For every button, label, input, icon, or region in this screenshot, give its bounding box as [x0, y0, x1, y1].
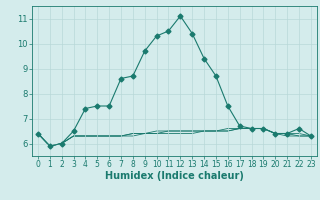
X-axis label: Humidex (Indice chaleur): Humidex (Indice chaleur) [105, 171, 244, 181]
